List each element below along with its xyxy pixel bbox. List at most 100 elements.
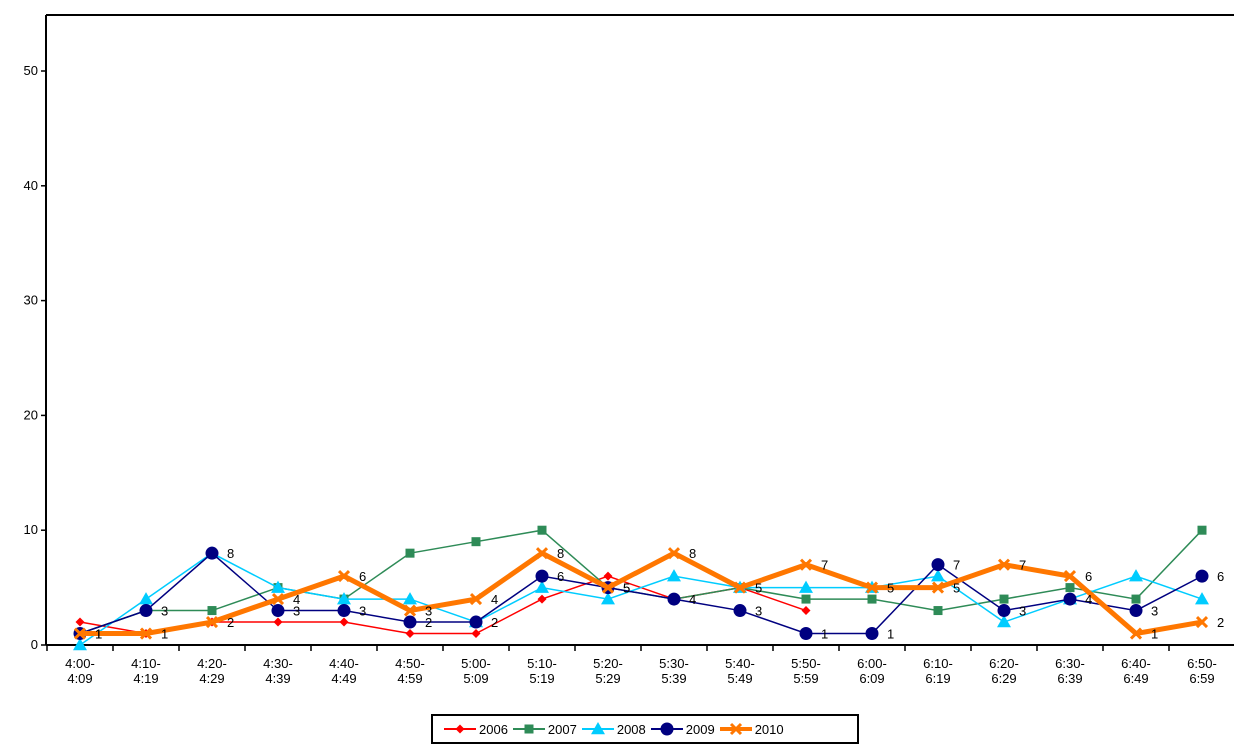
x-tick-label: 6:00- [857,656,887,671]
data-label: 7 [1019,558,1026,573]
legend-label: 2009 [685,721,715,737]
x-tick-label: 5:10- [527,656,557,671]
data-point-marker [205,615,219,629]
data-point-marker [207,606,217,616]
data-point-marker [1195,615,1209,629]
x-tick-label: 4:39 [265,671,290,686]
x-tick-label: 6:29 [991,671,1016,686]
data-point-marker [1195,569,1209,583]
y-tick-label: 10 [24,522,38,537]
data-point-marker [337,604,351,618]
data-point-marker [537,525,547,535]
legend-label: 2006 [479,721,508,737]
x-tick-label: 5:09 [463,671,488,686]
data-label: 7 [953,558,960,573]
x-tick-label: 4:59 [397,671,422,686]
data-label: 5 [755,581,762,596]
data-point-marker [405,548,415,558]
x-tick-label: 4:40- [329,656,359,671]
y-tick-label: 30 [24,293,38,308]
chart-axes: 0 10 20 30 40 50 4:00-4:09 4:10-4:19 4:20-4:29 4:… [24,14,1234,686]
data-point-marker [931,581,945,594]
data-point-marker [997,558,1011,571]
series-line-2007 [79,529,1203,635]
data-label: 1 [1151,627,1158,642]
data-point-marker [403,615,417,629]
data-label: 1 [161,627,168,642]
data-label: 5 [623,581,630,596]
series-line-2010 [80,550,1203,637]
data-label: 3 [755,604,762,619]
data-label: 4 [1085,592,1092,607]
legend-item-2009: 2009 [650,722,715,737]
x-tick-label: 4:49 [331,671,356,686]
x-tick-label: 4:29 [199,671,224,686]
legend-swatch [719,722,752,736]
data-point-marker [933,606,943,616]
data-point-marker [1197,525,1207,535]
data-label: 3 [425,604,432,619]
data-label: 3 [1019,604,1026,619]
x-tick-label: 6:19 [925,671,950,686]
data-point-marker [667,569,681,582]
data-label: 2 [1217,615,1224,630]
data-point-marker [73,627,87,640]
data-point-marker [729,722,742,736]
data-point-marker [535,569,549,583]
series-2010 [73,547,1209,640]
x-tick-label: 5:00- [461,656,491,671]
data-point-marker [997,604,1011,618]
data-point-marker [931,569,945,582]
legend-item-2010: 2010 [719,722,784,737]
data-label: 8 [557,546,564,561]
data-point-marker [469,593,483,606]
data-label: 6 [1217,569,1224,584]
data-label: 4 [689,592,696,607]
x-tick-label: 5:50- [791,656,821,671]
x-tick-label: 6:40- [1121,656,1151,671]
data-point-marker [1129,627,1143,640]
data-point-marker [139,592,153,605]
x-tick-label: 5:59 [793,671,818,686]
data-label: 1 [95,627,102,642]
x-tick-label: 5:20- [593,656,623,671]
x-tick-label: 6:20- [989,656,1019,671]
data-point-marker [471,537,481,547]
series-layer [73,525,1209,651]
data-point-marker [337,570,351,583]
data-point-marker [273,617,283,627]
data-point-marker [601,581,615,594]
legend-item-2006: 2006 [443,722,508,737]
x-tick-label: 4:30- [263,656,293,671]
data-point-marker [1129,569,1143,582]
data-label: 3 [293,604,300,619]
data-point-marker [1195,592,1209,605]
data-point-marker [471,629,481,639]
data-point-marker [590,722,605,735]
data-point-marker [271,580,285,593]
data-label: 5 [887,581,894,596]
legend-swatch [581,722,614,735]
y-tick-label: 50 [24,63,38,78]
data-point-marker [205,546,219,560]
legend-item-2007: 2007 [512,722,577,737]
data-point-marker [75,617,85,627]
y-tick-label: 0 [31,637,38,652]
x-tick-label: 5:40- [725,656,755,671]
data-label: 2 [425,615,432,630]
data-point-marker [601,592,615,605]
x-tick-label: 6:10- [923,656,953,671]
data-label: 6 [1085,569,1092,584]
data-point-marker [1063,592,1077,606]
data-point-marker [405,629,415,639]
data-point-marker [1131,594,1141,604]
data-label: 2 [491,615,498,630]
data-point-marker [799,580,813,593]
data-point-marker [1129,604,1143,618]
x-tick-label: 6:59 [1189,671,1214,686]
data-point-marker [997,615,1011,628]
data-point-marker [271,593,285,606]
data-point-marker [339,617,349,627]
x-tick-label: 6:39 [1057,671,1082,686]
data-label: 6 [557,569,564,584]
